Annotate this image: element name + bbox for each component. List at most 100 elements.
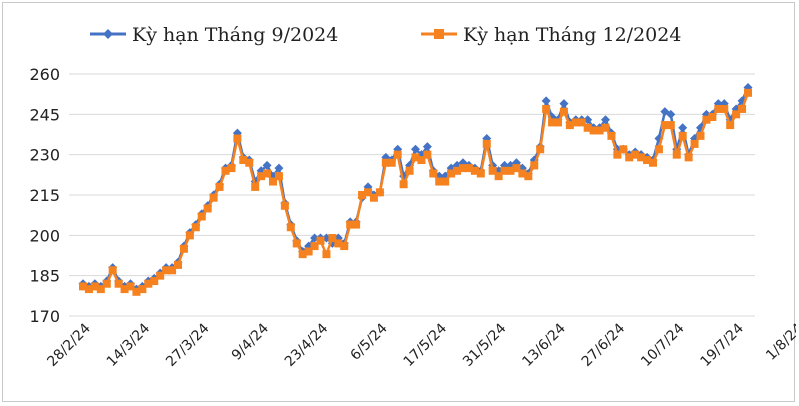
data-point: [227, 164, 236, 173]
data-point: [744, 88, 752, 97]
data-point: [162, 266, 171, 275]
data-point: [453, 166, 462, 175]
data-point: [280, 201, 289, 210]
legend-item: Kỳ hạn Tháng 12/2024: [421, 24, 681, 46]
data-point: [203, 204, 212, 213]
y-tick-label: 260: [29, 65, 60, 84]
data-point: [619, 145, 628, 154]
data-point: [316, 236, 325, 245]
data-point: [441, 177, 450, 186]
data-point: [197, 212, 206, 221]
y-tick-label: 245: [29, 105, 60, 124]
data-point: [364, 188, 372, 197]
data-point: [168, 266, 177, 275]
data-point: [554, 118, 562, 127]
data-point: [233, 134, 242, 143]
data-point: [625, 153, 634, 162]
x-tick-label: 31/5/24: [460, 320, 510, 370]
data-point: [423, 150, 432, 159]
data-point: [488, 166, 497, 175]
data-point: [340, 242, 349, 251]
data-point: [411, 144, 420, 154]
data-point: [79, 282, 87, 291]
data-point: [666, 121, 675, 130]
data-point: [263, 169, 272, 178]
data-point: [411, 153, 420, 162]
data-point: [601, 115, 610, 125]
data-point: [720, 104, 729, 113]
data-point: [221, 166, 230, 175]
data-point: [583, 123, 592, 132]
x-tick-label: 13/6/24: [519, 320, 569, 370]
data-point: [369, 193, 378, 202]
data-point: [660, 121, 669, 130]
data-point: [215, 182, 224, 191]
data-point: [381, 158, 390, 167]
data-point: [144, 279, 153, 288]
data-point: [132, 287, 141, 296]
x-tick-label: 6/5/24: [348, 320, 391, 363]
data-point: [613, 150, 622, 159]
data-point: [174, 260, 182, 269]
data-point: [459, 164, 467, 173]
data-point: [417, 156, 426, 165]
data-point: [346, 220, 355, 229]
data-point: [601, 123, 610, 132]
x-tick-label: 9/4/24: [229, 320, 272, 363]
data-point: [708, 113, 717, 122]
data-point: [292, 239, 301, 248]
data-point: [571, 118, 580, 127]
data-point: [102, 279, 111, 288]
series-line: [82, 92, 750, 294]
x-axis: 28/2/24 14/3/24 27/3/24 9/4/24 23/4/24 6/5/24…: [44, 320, 796, 370]
data-point: [654, 145, 663, 154]
data-point: [476, 169, 485, 178]
data-point: [179, 244, 188, 253]
data-point: [304, 247, 313, 256]
data-point: [274, 163, 284, 173]
data-point: [269, 177, 277, 186]
data-point: [672, 150, 681, 159]
x-tick-label: 1/8/24: [763, 320, 796, 363]
data-point: [286, 223, 295, 232]
data-point: [494, 172, 503, 181]
data-point: [422, 142, 432, 152]
data-point: [678, 123, 688, 133]
data-point: [96, 285, 105, 294]
data-point: [732, 110, 741, 119]
data-point: [565, 121, 574, 130]
legend-square-marker: [434, 29, 444, 39]
data-point: [310, 242, 319, 251]
data-point: [126, 282, 135, 291]
data-point: [589, 126, 598, 135]
data-point: [607, 131, 616, 140]
data-point: [726, 121, 735, 130]
data-point: [405, 166, 414, 175]
data-point: [464, 164, 473, 173]
data-point: [185, 231, 194, 240]
series-line: [82, 86, 750, 291]
data-point: [678, 131, 687, 140]
y-tick-label: 230: [29, 146, 60, 165]
data-point: [138, 285, 147, 294]
legend: Kỳ hạn Tháng 9/2024 Kỳ hạn Tháng 12/2024: [90, 24, 681, 46]
data-point: [690, 139, 699, 148]
chart-frame: Kỳ hạn Tháng 9/2024 Kỳ hạn Tháng 12/2024 …: [2, 2, 796, 402]
data-point: [530, 161, 539, 170]
data-point: [684, 153, 693, 162]
data-point: [114, 279, 123, 288]
data-point: [548, 118, 557, 127]
data-point: [262, 160, 272, 170]
data-point: [506, 166, 515, 175]
data-point: [518, 169, 527, 178]
y-tick-label: 200: [29, 226, 60, 245]
data-point: [375, 188, 384, 197]
data-point: [666, 109, 676, 119]
x-tick-label: 27/3/24: [163, 320, 213, 370]
gridlines: [69, 73, 755, 317]
data-point: [387, 158, 396, 167]
data-point: [738, 104, 747, 113]
data-point: [393, 150, 402, 159]
data-point: [274, 172, 283, 181]
data-point: [334, 239, 343, 248]
